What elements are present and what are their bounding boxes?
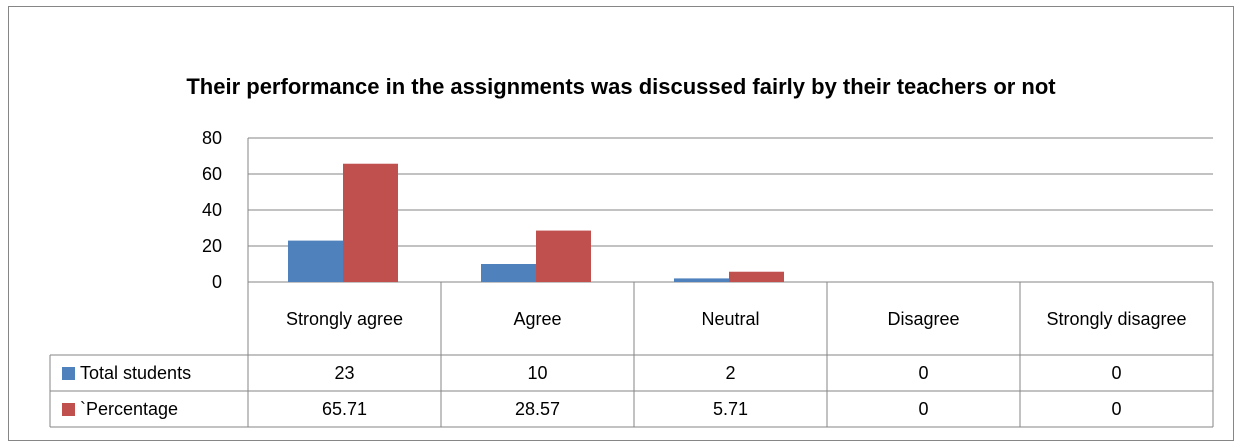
table-value: 28.57 (514, 399, 561, 419)
legend-key (62, 403, 75, 416)
bar (729, 271, 784, 282)
bar (288, 240, 343, 282)
x-tick-label: Agree (513, 308, 562, 329)
bar (343, 163, 398, 282)
chart-title: Their performance in the assignments was… (186, 74, 1056, 99)
table-value: 0 (1111, 399, 1122, 419)
table-value: 0 (918, 399, 929, 419)
legend-label: Total students (80, 363, 192, 383)
chart-border (8, 6, 1234, 441)
legend-label: `Percentage (80, 399, 179, 419)
table-value: 0 (1111, 363, 1122, 383)
y-tick-label: 20 (201, 236, 222, 256)
x-tick-label: Neutral (701, 308, 760, 329)
table-value: 10 (527, 363, 548, 383)
table-value: 23 (334, 363, 355, 383)
legend-key (62, 367, 75, 380)
y-tick-label: 80 (201, 128, 222, 148)
y-tick-label: 40 (201, 200, 222, 220)
y-tick-label: 60 (201, 164, 222, 184)
x-tick-label: Strongly disagree (1046, 308, 1187, 329)
bar (481, 264, 536, 282)
bar (536, 230, 591, 282)
x-tick-label: Strongly agree (285, 308, 404, 329)
y-tick-label: 0 (211, 272, 222, 292)
bar (674, 278, 729, 282)
table-value: 5.71 (712, 399, 749, 419)
table-value: 0 (918, 363, 929, 383)
table-value: 2 (725, 363, 736, 383)
table-value: 65.71 (321, 399, 368, 419)
x-tick-label: Disagree (887, 308, 960, 329)
